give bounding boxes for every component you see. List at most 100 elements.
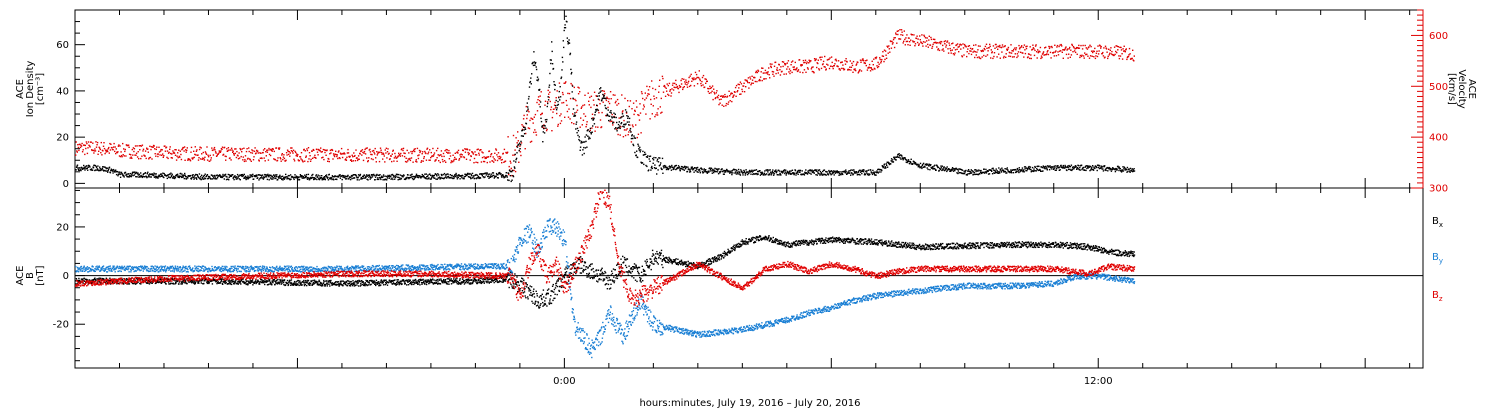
velocity-series-point: [977, 45, 980, 47]
Bx-series-point: [103, 278, 105, 280]
velocity-series-point: [859, 59, 862, 61]
density-series-point: [469, 172, 471, 175]
density-series-point: [1057, 165, 1059, 167]
velocity-series-point: [192, 157, 194, 159]
velocity-series-point: [538, 99, 541, 102]
density-series-point: [844, 170, 846, 172]
density-series-point: [1080, 164, 1083, 166]
density-series-point: [1073, 168, 1075, 170]
velocity-series-point: [196, 149, 198, 151]
velocity-series-point: [1029, 57, 1031, 60]
velocity-series-point: [496, 154, 498, 156]
density-series-point: [408, 177, 410, 180]
velocity-series-point: [1068, 48, 1070, 50]
velocity-series-point: [142, 150, 144, 152]
Bx-series-point: [195, 280, 198, 282]
velocity-series-point: [512, 134, 515, 137]
velocity-series-point: [532, 118, 534, 120]
velocity-series-point: [1018, 48, 1021, 50]
velocity-series-point: [319, 150, 321, 152]
velocity-series-point: [850, 69, 852, 71]
velocity-series-point: [759, 79, 761, 82]
velocity-series-point: [813, 72, 815, 74]
density-series-point: [604, 97, 606, 99]
velocity-series-point: [289, 152, 291, 154]
density-series-point: [89, 166, 91, 168]
density-series-point: [482, 176, 484, 178]
y-tick-label-left: 0: [63, 179, 69, 190]
Bx-series-point: [159, 278, 162, 281]
velocity-series-point: [471, 151, 474, 153]
velocity-series-point: [312, 157, 314, 159]
velocity-series-point: [805, 62, 808, 65]
velocity-series-point: [455, 158, 457, 160]
density-series-point: [629, 129, 631, 131]
density-series-point: [731, 173, 733, 176]
density-series-point: [245, 176, 248, 179]
density-series-point: [832, 171, 834, 174]
density-series-point: [798, 171, 800, 173]
density-series-point: [1036, 168, 1039, 171]
density-series-point: [963, 170, 965, 172]
density-series-point: [303, 177, 306, 179]
Bx-series-point: [185, 279, 187, 281]
velocity-series-point: [99, 148, 101, 151]
density-series-point: [257, 174, 260, 176]
velocity-series-point: [606, 97, 609, 99]
density-series-point: [277, 176, 279, 178]
velocity-series-point: [718, 103, 720, 106]
density-series-point: [163, 172, 165, 175]
Bx-series-point: [212, 280, 214, 282]
velocity-series-point: [825, 68, 827, 70]
velocity-series-point: [825, 69, 827, 71]
velocity-series-point: [742, 85, 745, 87]
density-series-point: [979, 170, 981, 172]
density-series-point: [364, 177, 366, 179]
velocity-series-point: [458, 159, 460, 161]
velocity-series-point: [415, 160, 417, 163]
density-series-point: [382, 176, 384, 179]
velocity-series-point: [465, 158, 468, 160]
velocity-series-point: [172, 150, 174, 152]
density-series-point: [1078, 169, 1081, 171]
density-series-point: [169, 176, 172, 179]
density-series-point: [649, 155, 652, 157]
density-series-point: [716, 168, 718, 170]
velocity-series-point: [1036, 51, 1038, 53]
density-series-point: [964, 171, 966, 173]
density-series-point: [85, 168, 88, 170]
density-series-point: [551, 50, 553, 53]
density-series-point: [77, 167, 79, 169]
density-series-point: [813, 171, 815, 174]
velocity-series-point: [1069, 56, 1071, 58]
velocity-series-point: [628, 105, 630, 108]
density-series-point: [959, 168, 961, 170]
density-series-point: [652, 159, 655, 161]
velocity-series-point: [397, 155, 399, 157]
density-series-point: [416, 176, 419, 178]
velocity-series-point: [264, 160, 266, 162]
velocity-series-point: [164, 145, 166, 147]
Bx-series-point: [104, 281, 106, 283]
velocity-series-point: [80, 145, 83, 147]
velocity-series-point: [788, 71, 790, 73]
velocity-series-point: [404, 160, 407, 163]
velocity-series-point: [139, 149, 141, 151]
velocity-series-point: [1124, 50, 1126, 52]
velocity-series-point: [726, 96, 728, 98]
velocity-series-point: [189, 158, 191, 161]
Bx-series-point: [105, 277, 107, 279]
density-series-point: [721, 168, 723, 170]
velocity-series-point: [635, 124, 637, 126]
density-series-point: [921, 167, 923, 170]
density-series-point: [656, 160, 658, 162]
density-series-point: [378, 178, 380, 181]
density-series-point: [198, 173, 201, 175]
density-series-point: [185, 178, 188, 180]
velocity-series-point: [969, 50, 971, 52]
velocity-series-point: [140, 145, 143, 147]
density-series-point: [1108, 167, 1111, 169]
density-series-point: [822, 174, 824, 176]
density-series-point: [767, 171, 769, 173]
density-series-point: [571, 91, 573, 93]
